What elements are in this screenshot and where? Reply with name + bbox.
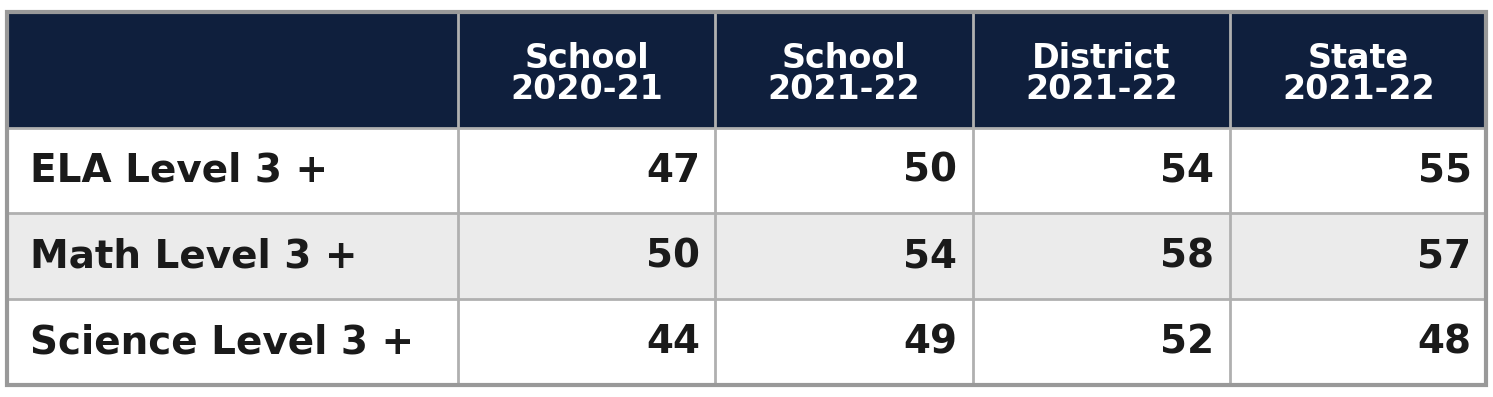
Text: 58: 58 bbox=[1160, 237, 1214, 276]
Text: 54: 54 bbox=[903, 237, 957, 276]
Text: District: District bbox=[1032, 42, 1171, 75]
Text: 2021-22: 2021-22 bbox=[1282, 73, 1435, 106]
Text: State: State bbox=[1308, 42, 1409, 75]
Text: 44: 44 bbox=[646, 323, 700, 361]
Text: 49: 49 bbox=[903, 323, 957, 361]
Bar bbox=[7, 127, 1486, 214]
Text: 2021-22: 2021-22 bbox=[1024, 73, 1178, 106]
Text: 50: 50 bbox=[646, 237, 700, 276]
Text: 55: 55 bbox=[1417, 152, 1472, 189]
Text: 47: 47 bbox=[646, 152, 700, 189]
Text: 2020-21: 2020-21 bbox=[511, 73, 663, 106]
Text: 2021-22: 2021-22 bbox=[767, 73, 920, 106]
Bar bbox=[7, 214, 1486, 299]
Text: 50: 50 bbox=[903, 152, 957, 189]
Text: School: School bbox=[782, 42, 906, 75]
Bar bbox=[7, 12, 1486, 127]
Text: School: School bbox=[524, 42, 649, 75]
Text: 48: 48 bbox=[1417, 323, 1472, 361]
Text: 54: 54 bbox=[1160, 152, 1214, 189]
Text: Math Level 3 +: Math Level 3 + bbox=[30, 237, 357, 276]
Text: 57: 57 bbox=[1417, 237, 1472, 276]
Text: Science Level 3 +: Science Level 3 + bbox=[30, 323, 414, 361]
Text: ELA Level 3 +: ELA Level 3 + bbox=[30, 152, 328, 189]
Bar bbox=[7, 299, 1486, 385]
Text: 52: 52 bbox=[1160, 323, 1214, 361]
